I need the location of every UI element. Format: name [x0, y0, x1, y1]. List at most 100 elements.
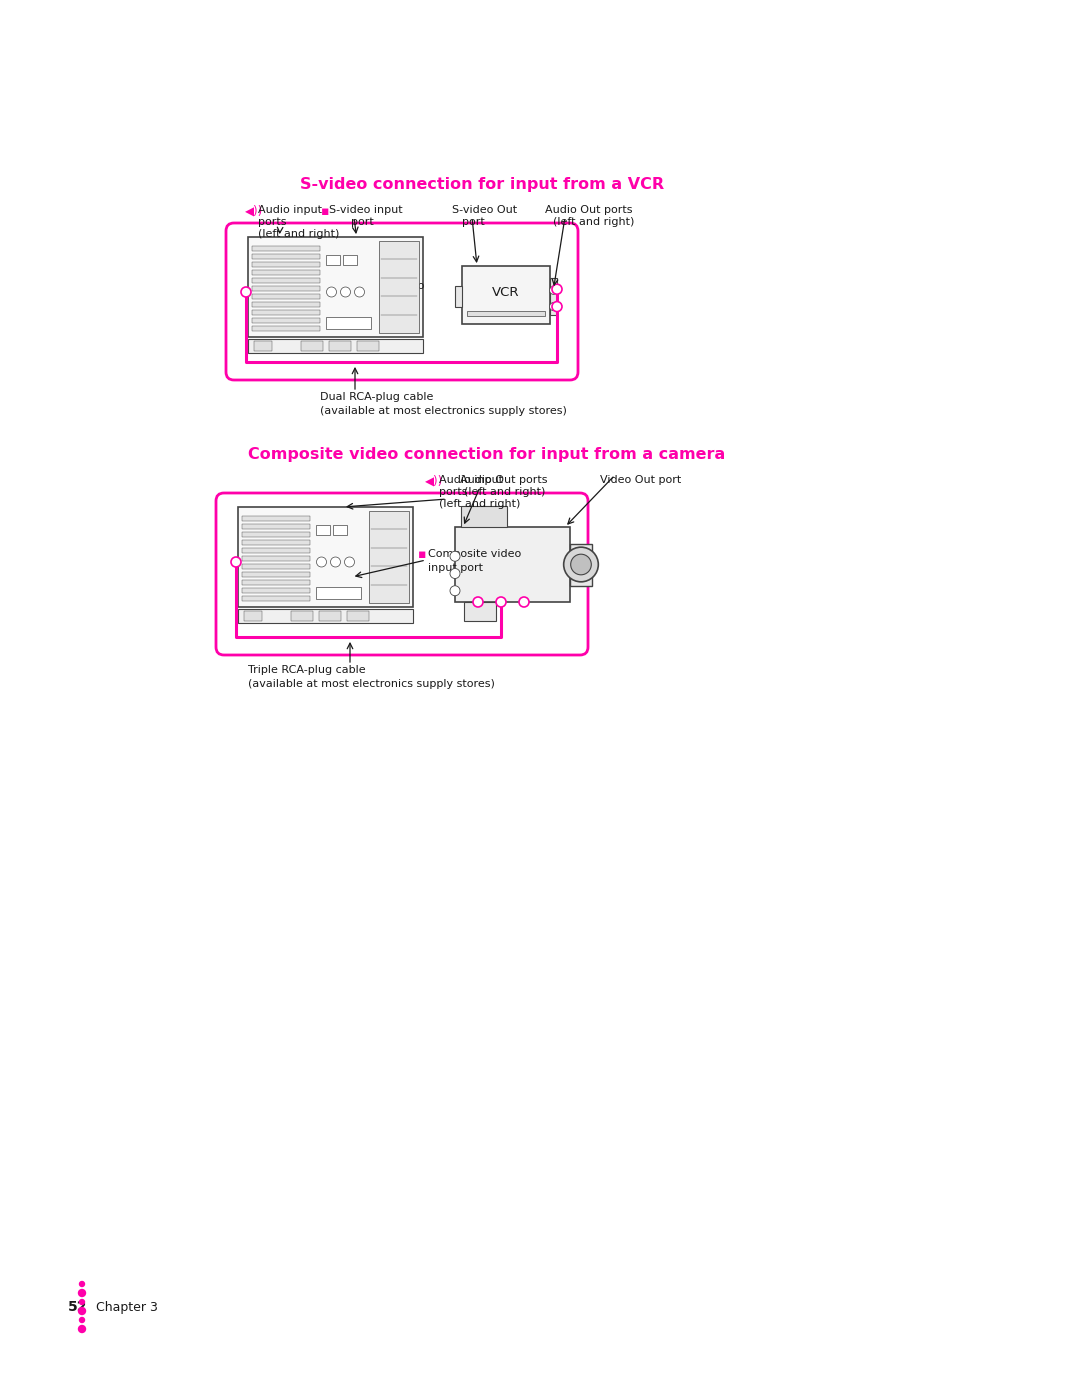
Bar [252, 286, 320, 291]
Bar [252, 261, 320, 267]
Text: Composite video: Composite video [428, 549, 522, 559]
Bar [252, 310, 320, 314]
Text: Dual RCA-plug cable: Dual RCA-plug cable [320, 393, 433, 402]
Circle shape [340, 286, 351, 298]
Text: VCR: VCR [492, 286, 519, 299]
Circle shape [550, 286, 557, 295]
Bar [464, 602, 497, 620]
Text: port: port [462, 217, 485, 226]
Circle shape [450, 569, 460, 578]
Bar [252, 270, 320, 275]
Circle shape [552, 302, 562, 312]
Text: (available at most electronics supply stores): (available at most electronics supply st… [320, 407, 567, 416]
Bar [455, 286, 462, 306]
Text: Composite video connection for input from a camera: Composite video connection for input fro… [248, 447, 726, 462]
Bar [252, 293, 320, 299]
Text: (left and right): (left and right) [258, 229, 339, 239]
Bar [248, 339, 423, 353]
Bar [462, 265, 550, 324]
Circle shape [80, 1299, 84, 1305]
Text: port: port [351, 217, 374, 226]
Bar [252, 246, 320, 251]
Text: Audio input: Audio input [258, 205, 322, 215]
Text: S-video connection for input from a VCR: S-video connection for input from a VCR [300, 177, 664, 191]
Bar [242, 532, 310, 536]
Bar [319, 610, 340, 622]
Bar [333, 525, 347, 535]
Bar [242, 588, 310, 592]
Bar [242, 524, 310, 529]
Bar [242, 556, 310, 562]
Circle shape [79, 1308, 85, 1315]
Bar [325, 317, 370, 330]
Bar [252, 317, 320, 323]
Text: S-video input: S-video input [329, 205, 403, 215]
Circle shape [80, 1281, 84, 1287]
Bar [461, 506, 507, 527]
Bar [300, 341, 323, 351]
Bar [315, 587, 361, 599]
Circle shape [79, 1326, 85, 1333]
Text: Audio input: Audio input [438, 475, 503, 485]
Circle shape [550, 303, 557, 310]
Circle shape [241, 286, 251, 298]
Circle shape [79, 1289, 85, 1296]
Circle shape [570, 555, 592, 574]
Bar [378, 242, 419, 332]
Text: S-video
cable: S-video cable [383, 281, 424, 303]
Bar [248, 237, 423, 337]
Bar [252, 254, 320, 258]
Bar [252, 302, 320, 307]
Circle shape [345, 557, 354, 567]
Bar [328, 341, 351, 351]
Text: 52: 52 [68, 1301, 87, 1315]
Text: Chapter 3: Chapter 3 [96, 1301, 158, 1313]
Bar [252, 326, 320, 331]
Circle shape [316, 557, 326, 567]
Bar [238, 507, 413, 608]
Bar [325, 256, 339, 265]
Text: (left and right): (left and right) [438, 499, 521, 509]
Bar [242, 515, 310, 521]
Circle shape [450, 585, 460, 595]
Text: ◀)): ◀)) [245, 205, 264, 218]
Text: Video Out port: Video Out port [600, 475, 681, 485]
Text: input port: input port [428, 563, 483, 573]
Circle shape [231, 557, 241, 567]
Circle shape [330, 557, 340, 567]
Circle shape [450, 552, 460, 562]
Text: Audio Out ports: Audio Out ports [460, 475, 548, 485]
Bar [347, 610, 368, 622]
Bar [242, 595, 310, 601]
Text: ◀)): ◀)) [426, 475, 443, 488]
Text: ports: ports [438, 488, 468, 497]
Text: ▪: ▪ [321, 205, 329, 218]
Circle shape [496, 597, 507, 608]
Bar [238, 609, 413, 623]
Circle shape [564, 548, 598, 581]
Bar [242, 571, 310, 577]
Text: (left and right): (left and right) [464, 488, 545, 497]
Text: (available at most electronics supply stores): (available at most electronics supply st… [248, 679, 495, 689]
Bar [356, 341, 378, 351]
Circle shape [473, 597, 483, 608]
Text: (left and right): (left and right) [553, 217, 634, 226]
Bar [315, 525, 329, 535]
Bar [242, 564, 310, 569]
Circle shape [552, 284, 562, 295]
Bar [467, 312, 545, 316]
Bar [455, 527, 570, 602]
Text: Audio Out ports: Audio Out ports [545, 205, 633, 215]
Bar [244, 610, 262, 622]
Bar [570, 545, 592, 585]
Bar [291, 610, 312, 622]
Bar [254, 341, 272, 351]
Text: ▪: ▪ [418, 548, 427, 560]
Bar [242, 580, 310, 585]
Text: S-video Out: S-video Out [453, 205, 517, 215]
Bar [242, 548, 310, 553]
Bar [550, 278, 557, 316]
Circle shape [80, 1317, 84, 1323]
Bar [242, 539, 310, 545]
Bar [342, 256, 356, 265]
